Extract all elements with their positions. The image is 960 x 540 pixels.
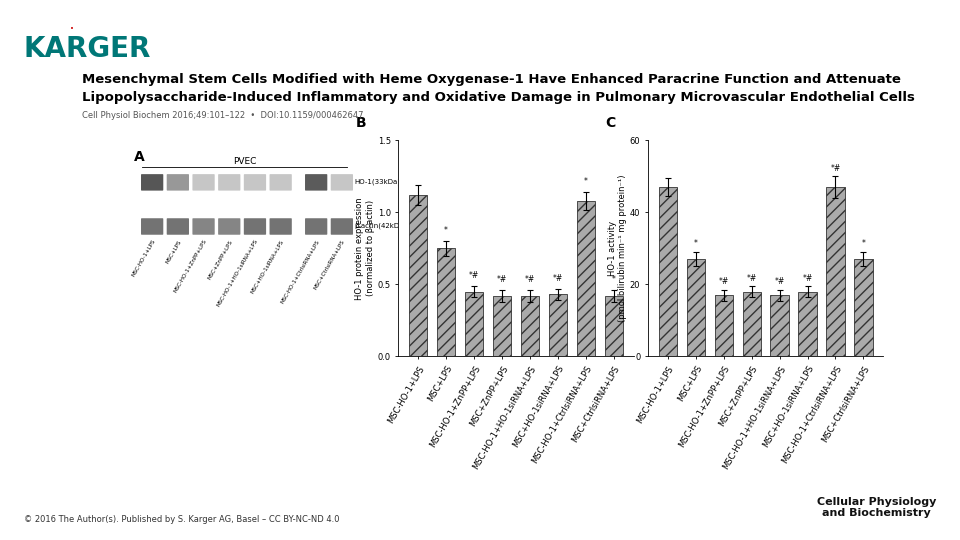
Text: *#: *# — [718, 277, 729, 286]
Bar — [409, 195, 427, 356]
FancyBboxPatch shape — [141, 174, 163, 191]
Text: A: A — [134, 151, 145, 165]
Y-axis label: HO-1 activity
(pmol bilirubin min⁻¹ mg protein⁻¹): HO-1 activity (pmol bilirubin min⁻¹ mg p… — [608, 174, 627, 322]
Bar — [659, 187, 677, 356]
FancyBboxPatch shape — [270, 218, 292, 235]
Bar — [799, 292, 817, 356]
Text: *#: *# — [747, 274, 756, 282]
Bar — [686, 259, 705, 356]
Text: •: • — [69, 26, 74, 32]
Text: Lipopolysaccharide-Induced Inflammatory and Oxidative Damage in Pulmonary Microv: Lipopolysaccharide-Induced Inflammatory … — [82, 91, 915, 104]
Text: KARGER: KARGER — [24, 35, 152, 63]
Text: Mesenchymal Stem Cells Modified with Heme Oxygenase-1 Have Enhanced Paracrine Fu: Mesenchymal Stem Cells Modified with Hem… — [82, 73, 900, 86]
Text: MSC+ZnPP+LPS: MSC+ZnPP+LPS — [206, 239, 233, 280]
FancyBboxPatch shape — [244, 174, 266, 191]
Text: MSC+CtrlsiRNA+LPS: MSC+CtrlsiRNA+LPS — [314, 239, 347, 291]
Text: *: * — [694, 239, 698, 248]
Text: PVEC: PVEC — [233, 158, 256, 166]
Text: MSC+LPS: MSC+LPS — [165, 239, 182, 264]
Text: *#: *# — [830, 164, 841, 173]
Text: *: * — [444, 226, 448, 235]
Text: MSC+HO-1siRNA+LPS: MSC+HO-1siRNA+LPS — [251, 239, 285, 294]
Bar — [521, 296, 540, 356]
FancyBboxPatch shape — [218, 174, 240, 191]
FancyBboxPatch shape — [331, 218, 353, 235]
Text: *#: *# — [803, 274, 813, 282]
Text: HO-1(33kDa): HO-1(33kDa) — [355, 179, 400, 185]
Text: *: * — [861, 239, 865, 248]
FancyBboxPatch shape — [331, 174, 353, 191]
FancyBboxPatch shape — [218, 218, 240, 235]
Text: *#: *# — [497, 275, 507, 285]
FancyBboxPatch shape — [192, 174, 215, 191]
Text: B: B — [356, 117, 367, 131]
Bar — [854, 259, 873, 356]
FancyBboxPatch shape — [192, 218, 215, 235]
Text: © 2016 The Author(s). Published by S. Karger AG, Basel – CC BY-NC-ND 4.0: © 2016 The Author(s). Published by S. Ka… — [24, 515, 340, 524]
FancyBboxPatch shape — [244, 218, 266, 235]
Bar — [492, 296, 511, 356]
Text: *#: *# — [553, 274, 564, 283]
FancyBboxPatch shape — [167, 174, 189, 191]
Text: *#: *# — [468, 271, 479, 280]
Text: *#: *# — [775, 277, 784, 286]
Text: β-actin(42kDa): β-actin(42kDa) — [355, 222, 407, 229]
FancyBboxPatch shape — [305, 174, 327, 191]
Bar — [465, 292, 483, 356]
Text: MSC-HO-1+CtrlsiRNA+LPS: MSC-HO-1+CtrlsiRNA+LPS — [279, 239, 321, 304]
Bar — [605, 296, 623, 356]
Text: MSC-HO-1+ZnPP+LPS: MSC-HO-1+ZnPP+LPS — [173, 239, 208, 294]
Text: *: * — [612, 275, 615, 285]
FancyBboxPatch shape — [305, 218, 327, 235]
Text: MSC-HO-1+HO-1siRNA+LPS: MSC-HO-1+HO-1siRNA+LPS — [216, 239, 259, 308]
Text: Cellular Physiology
and Biochemistry: Cellular Physiology and Biochemistry — [817, 497, 936, 518]
Text: Cell Physiol Biochem 2016;49:101–122  •  DOI:10.1159/000462647: Cell Physiol Biochem 2016;49:101–122 • D… — [82, 111, 363, 120]
Bar — [549, 294, 567, 356]
FancyBboxPatch shape — [270, 174, 292, 191]
Bar — [577, 201, 595, 356]
Bar — [714, 295, 732, 356]
Bar — [827, 187, 845, 356]
Bar — [771, 295, 789, 356]
FancyBboxPatch shape — [141, 218, 163, 235]
FancyBboxPatch shape — [167, 218, 189, 235]
Bar — [742, 292, 760, 356]
Text: *#: *# — [525, 275, 535, 285]
Y-axis label: HO-1 protein expression
(normalized to β-actin): HO-1 protein expression (normalized to β… — [355, 197, 374, 300]
Text: *: * — [584, 178, 588, 186]
Text: C: C — [606, 117, 616, 131]
Bar — [437, 248, 455, 356]
Text: MSC-HO-1+LPS: MSC-HO-1+LPS — [131, 239, 156, 278]
